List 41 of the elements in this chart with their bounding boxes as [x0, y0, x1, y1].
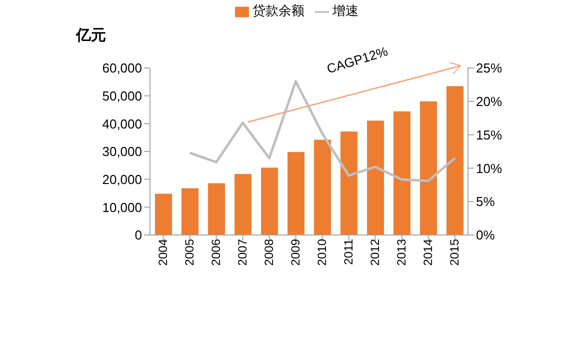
y2-tick-label: 20%	[476, 94, 502, 110]
y-axis-title: 亿元	[76, 26, 106, 45]
y-tick-label: 50,000	[102, 88, 142, 104]
y2-tick-label: 5%	[476, 194, 496, 210]
y-tick-label: 40,000	[102, 116, 142, 132]
bar	[394, 111, 410, 235]
line-series	[188, 80, 456, 182]
y-tick-label: 10,000	[102, 200, 142, 215]
x-tick-label: 2008	[262, 238, 276, 266]
y2-tick-label: 10%	[476, 160, 502, 176]
x-tick-label: 2012	[368, 238, 382, 266]
x-tick-label: 2010	[314, 238, 329, 266]
x-tick-label: 2004	[156, 238, 170, 266]
bar	[314, 140, 331, 235]
y-tick-label: 60,000	[102, 60, 142, 76]
x-tick-label: 2014	[420, 238, 435, 266]
bar	[446, 86, 464, 235]
legend-label: 贷款余额	[252, 3, 304, 18]
bar	[420, 101, 437, 235]
bar	[155, 194, 172, 235]
y-tick-label: 20,000	[102, 172, 142, 187]
y2-tick-label: 25%	[476, 60, 502, 76]
y2-tick-label: 15%	[476, 127, 502, 142]
x-tick-label: 2011	[341, 238, 356, 265]
bar	[182, 188, 198, 235]
x-tick-label: 2007	[235, 238, 250, 266]
bar	[288, 152, 304, 235]
bar	[234, 174, 252, 235]
y-tick-label: 30,000	[102, 144, 142, 160]
bar	[367, 120, 384, 235]
y-tick-label: 0	[134, 228, 142, 243]
x-tick-label: 2006	[208, 238, 223, 266]
bar	[261, 168, 278, 235]
x-tick-label: 2009	[288, 238, 302, 266]
legend-label: 增速	[332, 3, 358, 18]
bar	[208, 183, 225, 235]
y2-tick-label: 0%	[476, 228, 496, 243]
bar	[340, 131, 358, 235]
x-tick-label: 2005	[182, 238, 196, 266]
x-tick-label: 2013	[394, 238, 408, 266]
x-tick-label: 2015	[447, 238, 462, 266]
